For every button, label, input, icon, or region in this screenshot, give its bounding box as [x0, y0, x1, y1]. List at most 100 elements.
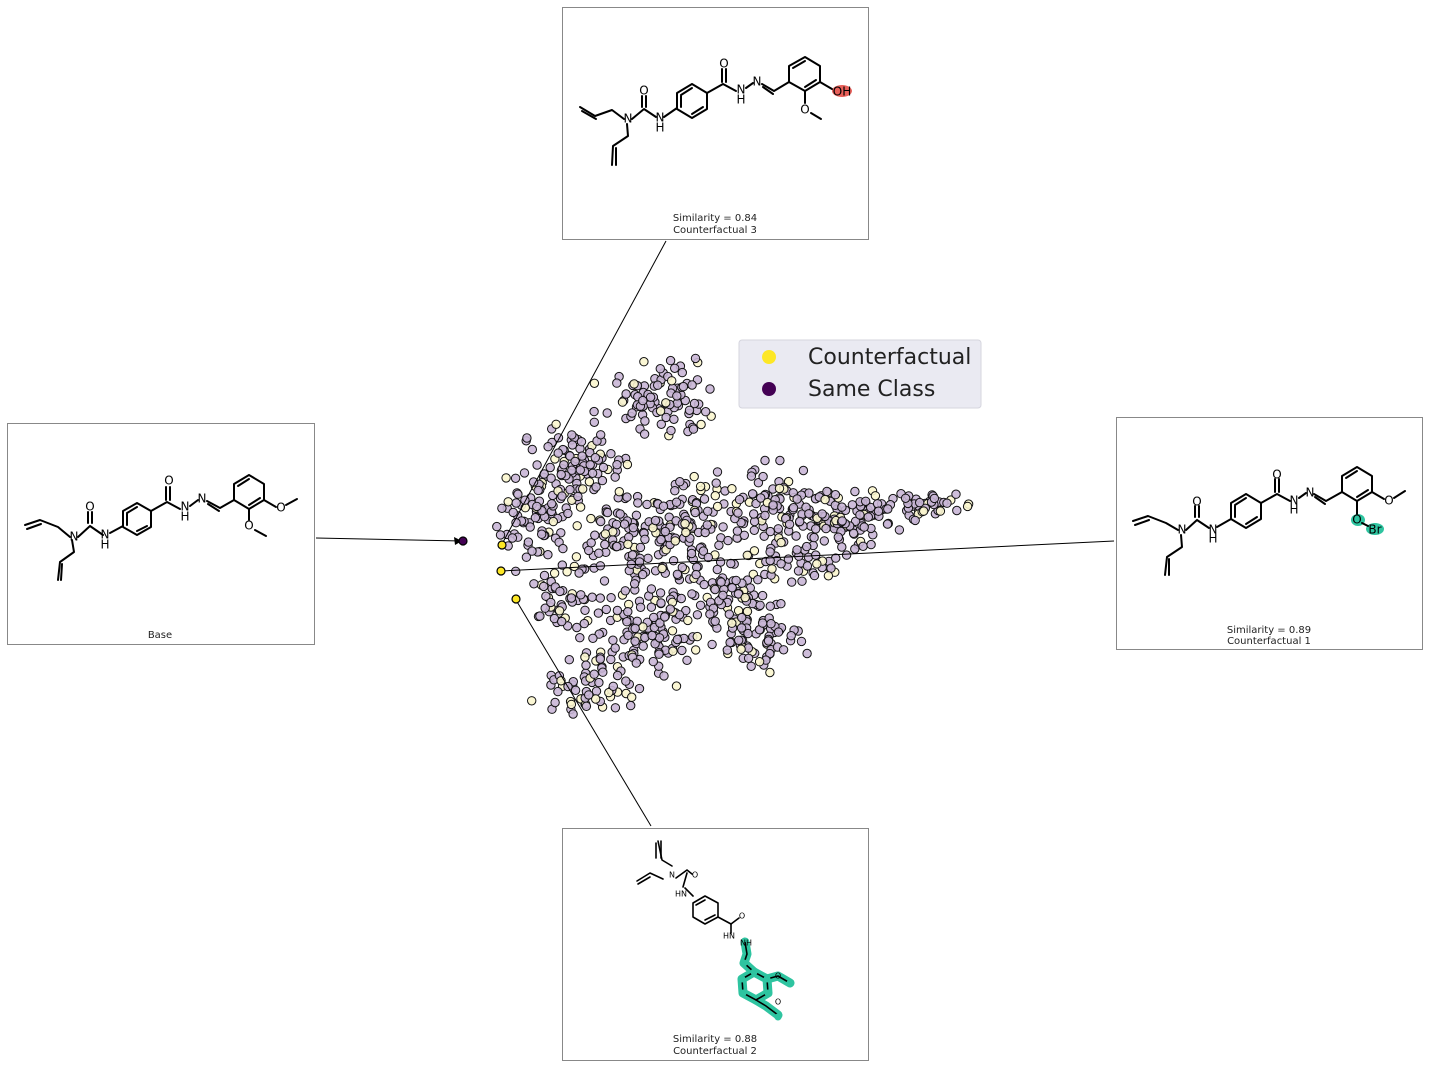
svg-text:N: N [1306, 486, 1315, 500]
scatter-point-same-class [633, 498, 643, 508]
scatter-point-same-class [763, 636, 774, 646]
panel-cf2-similarity: Similarity = 0.88 [673, 1034, 757, 1045]
scatter-point-counterfactual [767, 564, 777, 574]
scatter-point-same-class [597, 475, 608, 486]
scatter-point-same-class [672, 391, 682, 401]
scatter-point-same-class [638, 641, 648, 651]
scatter-point-same-class [631, 658, 641, 668]
scatter-point-same-class [677, 562, 687, 573]
scatter-point-same-class [822, 486, 832, 497]
scatter-point-same-class [646, 602, 657, 612]
scatter-point-counterfactual [584, 477, 595, 487]
scatter-point-counterfactual [614, 487, 624, 497]
scatter-point-same-class [753, 478, 764, 488]
scatter-point-same-class [802, 541, 812, 552]
scatter-point-counterfactual [727, 484, 737, 494]
scatter-point-same-class [598, 462, 609, 473]
scatter-point-counterfactual [617, 397, 628, 407]
connector-lines [315, 240, 1115, 827]
scatter-point-same-class [655, 588, 666, 598]
scatter-point-same-class [620, 586, 630, 596]
scatter-point-same-class [670, 486, 680, 496]
point-cf3 [497, 540, 507, 550]
scatter-point-counterfactual [627, 692, 637, 702]
scatter-point-same-class [532, 460, 542, 470]
molecule-cf2-atoms: N O HN O HN NH O O [669, 871, 781, 1007]
scatter-point-counterfactual [554, 606, 565, 616]
scatter-point-counterfactual [671, 681, 682, 691]
scatter-point-same-class [859, 522, 869, 532]
scatter-point-same-class [786, 631, 796, 641]
scatter-point-same-class [553, 686, 563, 697]
scatter-point-same-class [537, 529, 547, 539]
scatter-point-same-class [734, 494, 745, 505]
legend-marker-counterfactual [762, 350, 776, 364]
svg-text:N: N [101, 528, 110, 542]
scatter-point-same-class [655, 618, 665, 628]
scatter-point-same-class [584, 690, 594, 700]
scatter-point-same-class [773, 627, 784, 637]
scatter-point-same-class [702, 520, 712, 530]
scatter-point-counterfactual [962, 501, 973, 512]
svg-text:N: N [624, 112, 633, 126]
scatter-point-same-class [635, 542, 646, 553]
arrowhead-base [454, 537, 462, 545]
scatter-point-counterfactual [589, 378, 600, 388]
scatter-point-same-class [527, 546, 537, 556]
scatter-point-same-class [758, 471, 768, 482]
scatter-point-same-class [848, 528, 859, 538]
scatter-point-counterfactual [680, 519, 690, 529]
scatter-point-same-class [710, 584, 720, 595]
scatter-point-same-class [581, 660, 591, 670]
scatter-point-same-class [677, 645, 687, 656]
scatter-point-same-class [668, 556, 679, 566]
scatter-point-same-class [793, 566, 804, 576]
svg-text:H: H [655, 121, 664, 135]
scatter-point-same-class [533, 485, 543, 496]
scatter-point-same-class [811, 524, 821, 534]
scatter-point-same-class [698, 546, 709, 556]
highlight-oh [832, 85, 852, 97]
scatter-point-same-class [622, 617, 632, 627]
scatter-point-same-class [883, 504, 893, 514]
legend-label-counterfactual: Counterfactual [808, 345, 971, 370]
scatter-point-same-class [695, 600, 706, 610]
scatter-point-same-class [629, 579, 640, 589]
scatter-point-same-class [623, 630, 633, 640]
scatter-point-same-class [587, 468, 598, 478]
svg-text:O: O [276, 501, 285, 515]
scatter-point-same-class [596, 430, 606, 440]
scatter-point-same-class [598, 667, 608, 677]
scatter-point-same-class [590, 453, 600, 463]
scatter-point-same-class [559, 460, 569, 470]
svg-text:N: N [181, 500, 190, 514]
svg-text:H: H [1289, 503, 1298, 517]
scatter-point-same-class [760, 455, 770, 466]
scatter-point-counterfactual [823, 571, 834, 581]
scatter-point-same-class [591, 482, 601, 492]
scatter-point-same-class [650, 515, 661, 526]
scatter-point-same-class [929, 493, 940, 504]
scatter-point-same-class [746, 661, 756, 671]
scatter-point-same-class [691, 569, 701, 580]
scatter-point-same-class [724, 609, 734, 619]
scatter-point-same-class [747, 489, 758, 499]
svg-text:O: O [775, 998, 781, 1007]
scatter-point-same-class [821, 523, 831, 534]
scatter-point-same-class [775, 455, 785, 466]
svg-text:H: H [180, 510, 189, 524]
scatter-point-same-class [639, 429, 650, 439]
svg-text:N: N [753, 75, 762, 89]
scatter-point-same-class [612, 605, 623, 616]
svg-text:O: O [1384, 494, 1393, 508]
scatter-point-counterfactual [692, 631, 702, 642]
scatter-point-same-class [687, 589, 697, 599]
scatter-point-same-class [606, 654, 616, 665]
scatter-point-same-class [610, 703, 621, 713]
scatter-point-counterfactual [812, 559, 822, 569]
scatter-point-counterfactual [667, 376, 677, 386]
scatter-point-same-class [589, 669, 599, 679]
scatter-point-same-class [731, 575, 741, 586]
scatter-point-same-class [756, 493, 766, 503]
scatter-point-same-class [672, 634, 683, 645]
